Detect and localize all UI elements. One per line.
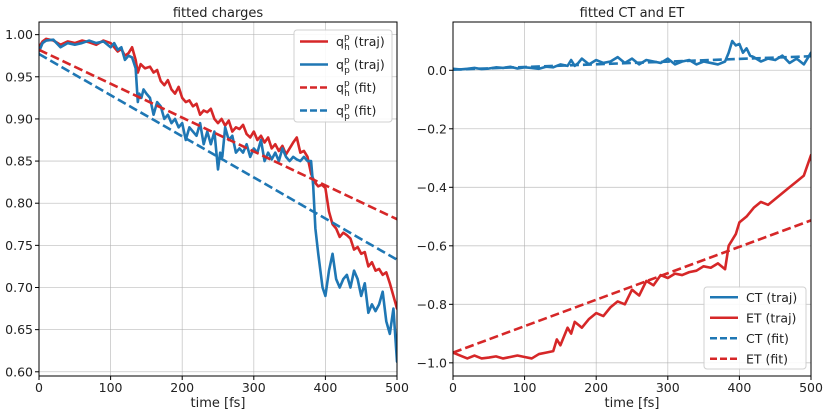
chart-title: fitted charges xyxy=(173,6,263,21)
plot-frame xyxy=(452,21,812,377)
y-tick-label: 0.65 xyxy=(5,322,33,337)
x-tick-label: 400 xyxy=(727,380,751,395)
legend-label: ET (traj) xyxy=(746,310,796,325)
series xyxy=(453,39,811,360)
x-axis-label: time [fs] xyxy=(191,396,246,411)
y-tick-label: 0.0 xyxy=(427,63,447,78)
chart-title: fitted CT and ET xyxy=(580,6,685,21)
y-tick-label: 0.60 xyxy=(5,364,33,379)
legend-label: qp h (traj) xyxy=(336,33,385,53)
y-tick-label: −0.6 xyxy=(417,238,447,253)
x-axis-label: time [fs] xyxy=(605,396,660,411)
y-tick-label: 0.75 xyxy=(5,238,33,253)
y-tick-label: 0.85 xyxy=(5,154,33,169)
ticks: 0 100 200 300 400 500 0.60 0.65 0.70 0.75 0.80 0.85… xyxy=(5,27,409,395)
x-tick-label: 0 xyxy=(35,380,43,395)
legend-box xyxy=(293,29,393,123)
x-tick-label: 0 xyxy=(449,380,457,395)
panel-fitted-charges: fitted charges 0 100 200 300 400 5000.600.650… xyxy=(5,6,409,411)
series-line-1 xyxy=(39,38,397,363)
x-tick-label: 200 xyxy=(170,380,194,395)
legend-box xyxy=(703,286,807,370)
series-line-3 xyxy=(39,52,397,261)
y-tick-label: 0.70 xyxy=(5,280,33,295)
panel-fitted-ct-et: fitted CT and ET 0 100 200 300 400 500 −1.0 −0.… xyxy=(417,6,823,411)
series-line-2 xyxy=(453,54,811,71)
x-tick-label: 500 xyxy=(385,380,409,395)
series xyxy=(39,37,397,363)
x-tick-label: 300 xyxy=(656,380,680,395)
y-tick-label: −0.2 xyxy=(417,121,447,136)
x-tick-label: 500 xyxy=(799,380,823,395)
legend-label: qp h (fit) xyxy=(336,79,376,99)
ticks: 0 100 200 300 400 500 −1.0 −0.8 −0.6 −0.4 −0.2 0.0 xyxy=(417,63,823,395)
legend-label: qp p (fit) xyxy=(336,102,376,122)
x-tick-label: 100 xyxy=(99,380,123,395)
x-tick-label: 100 xyxy=(513,380,537,395)
legend-label: qp p (traj) xyxy=(336,56,385,76)
legend: CT (traj) ET (traj) CT (fit) ET (fit) xyxy=(703,286,807,370)
legend-label: CT (traj) xyxy=(746,290,797,305)
series-line-1 xyxy=(453,153,811,360)
y-tick-label: 0.90 xyxy=(5,111,33,126)
legend: qp h (traj) qp p (traj) qp h (fit) qp p (fit) xyxy=(293,29,393,123)
plot-frame xyxy=(38,21,398,377)
legend-label: ET (fit) xyxy=(746,351,788,366)
series-line-0 xyxy=(39,37,397,310)
y-tick-label: 1.00 xyxy=(5,27,33,42)
y-tick-label: −1.0 xyxy=(417,355,447,370)
x-tick-label: 200 xyxy=(584,380,608,395)
y-tick-label: 0.95 xyxy=(5,69,33,84)
y-tick-label: 0.80 xyxy=(5,196,33,211)
x-tick-label: 400 xyxy=(313,380,337,395)
series-line-0 xyxy=(453,39,811,71)
x-tick-label: 300 xyxy=(242,380,266,395)
series-line-2 xyxy=(39,48,397,221)
y-tick-label: −0.4 xyxy=(417,180,447,195)
series-line-3 xyxy=(453,219,811,354)
y-tick-label: −0.8 xyxy=(417,297,447,312)
legend-label: CT (fit) xyxy=(746,331,789,346)
